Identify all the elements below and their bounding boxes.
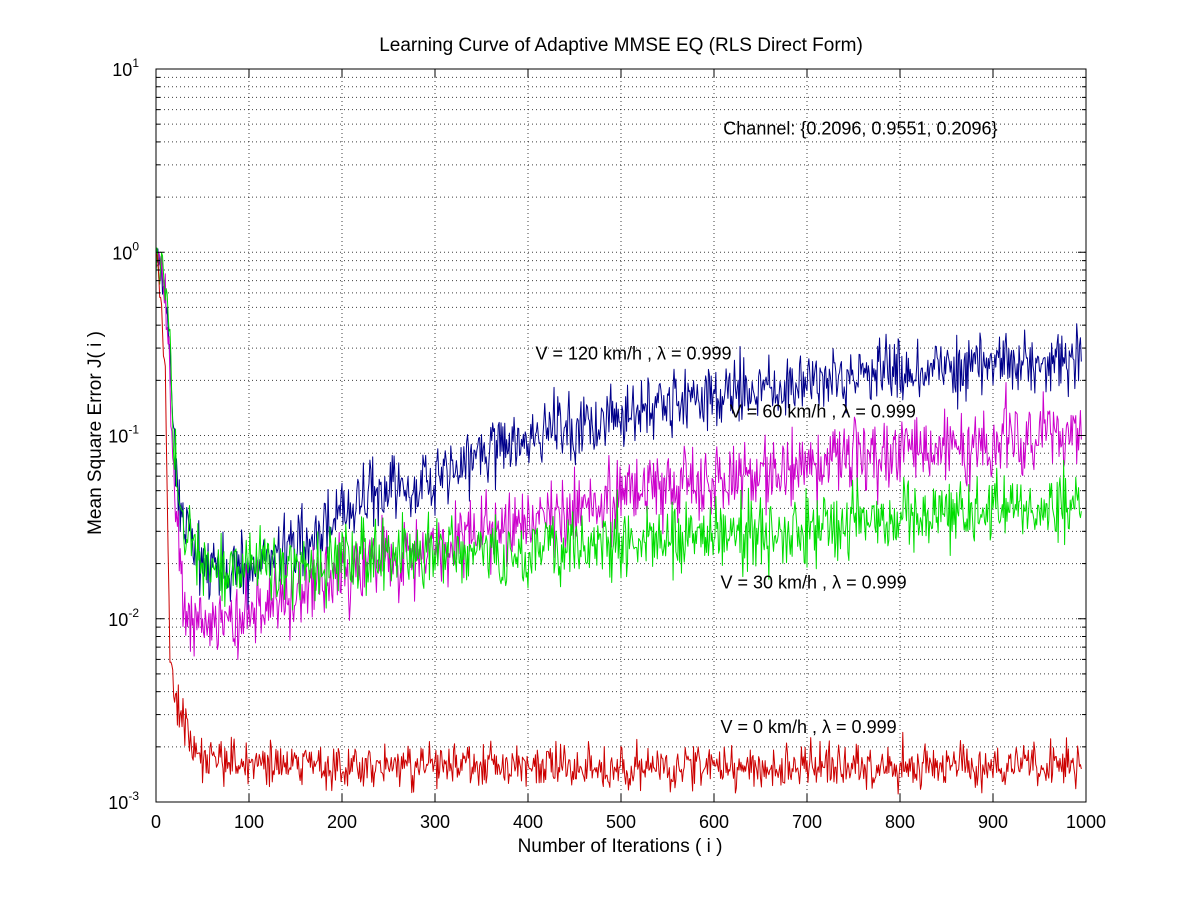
x-tick-label: 500 — [606, 812, 636, 832]
x-tick-label: 300 — [420, 812, 450, 832]
x-tick-label: 700 — [792, 812, 822, 832]
x-tick-label: 400 — [513, 812, 543, 832]
series-line-v-30-km-h — [155, 247, 1082, 611]
annotation-v0: V = 0 km/h , λ = 0.999 — [721, 717, 897, 737]
series-line-v-0-km-h — [155, 252, 1082, 795]
annotation-v30: V = 30 km/h , λ = 0.999 — [721, 573, 907, 593]
series-line-v-120-km-h — [155, 248, 1082, 611]
y-tick-label: 100 — [112, 239, 139, 263]
x-tick-label: 900 — [978, 812, 1008, 832]
annotation-v60: V = 60 km/h , λ = 0.999 — [730, 402, 916, 422]
y-tick-label: 10-2 — [108, 606, 139, 630]
x-tick-label: 800 — [885, 812, 915, 832]
x-axis-label: Number of Iterations ( i ) — [518, 836, 723, 857]
y-tick-label: 10-3 — [108, 789, 139, 813]
y-tick-label: 10-1 — [108, 423, 139, 447]
annotations: Channel: {0.2096, 0.9551, 0.2096} V = 120… — [535, 118, 997, 737]
x-tick-label: 600 — [699, 812, 729, 832]
tick-labels: 0 100 200 300 400 500 600 700 800 900 1000 10-3 10-2… — [108, 56, 1106, 832]
x-tick-label: 0 — [151, 812, 161, 832]
y-tick-label: 101 — [112, 56, 139, 80]
x-tick-label: 1000 — [1066, 812, 1106, 832]
annotation-v120: V = 120 km/h , λ = 0.999 — [535, 343, 731, 363]
chart-title: Learning Curve of Adaptive MMSE EQ (RLS … — [379, 35, 863, 56]
series-layer — [155, 247, 1082, 795]
y-axis-label: Mean Square Error J( i ) — [85, 331, 106, 535]
annotation-channel: Channel: {0.2096, 0.9551, 0.2096} — [723, 118, 997, 138]
grid — [156, 69, 1086, 802]
x-tick-label: 100 — [234, 812, 264, 832]
ticks — [155, 69, 1087, 803]
x-tick-label: 200 — [327, 812, 357, 832]
